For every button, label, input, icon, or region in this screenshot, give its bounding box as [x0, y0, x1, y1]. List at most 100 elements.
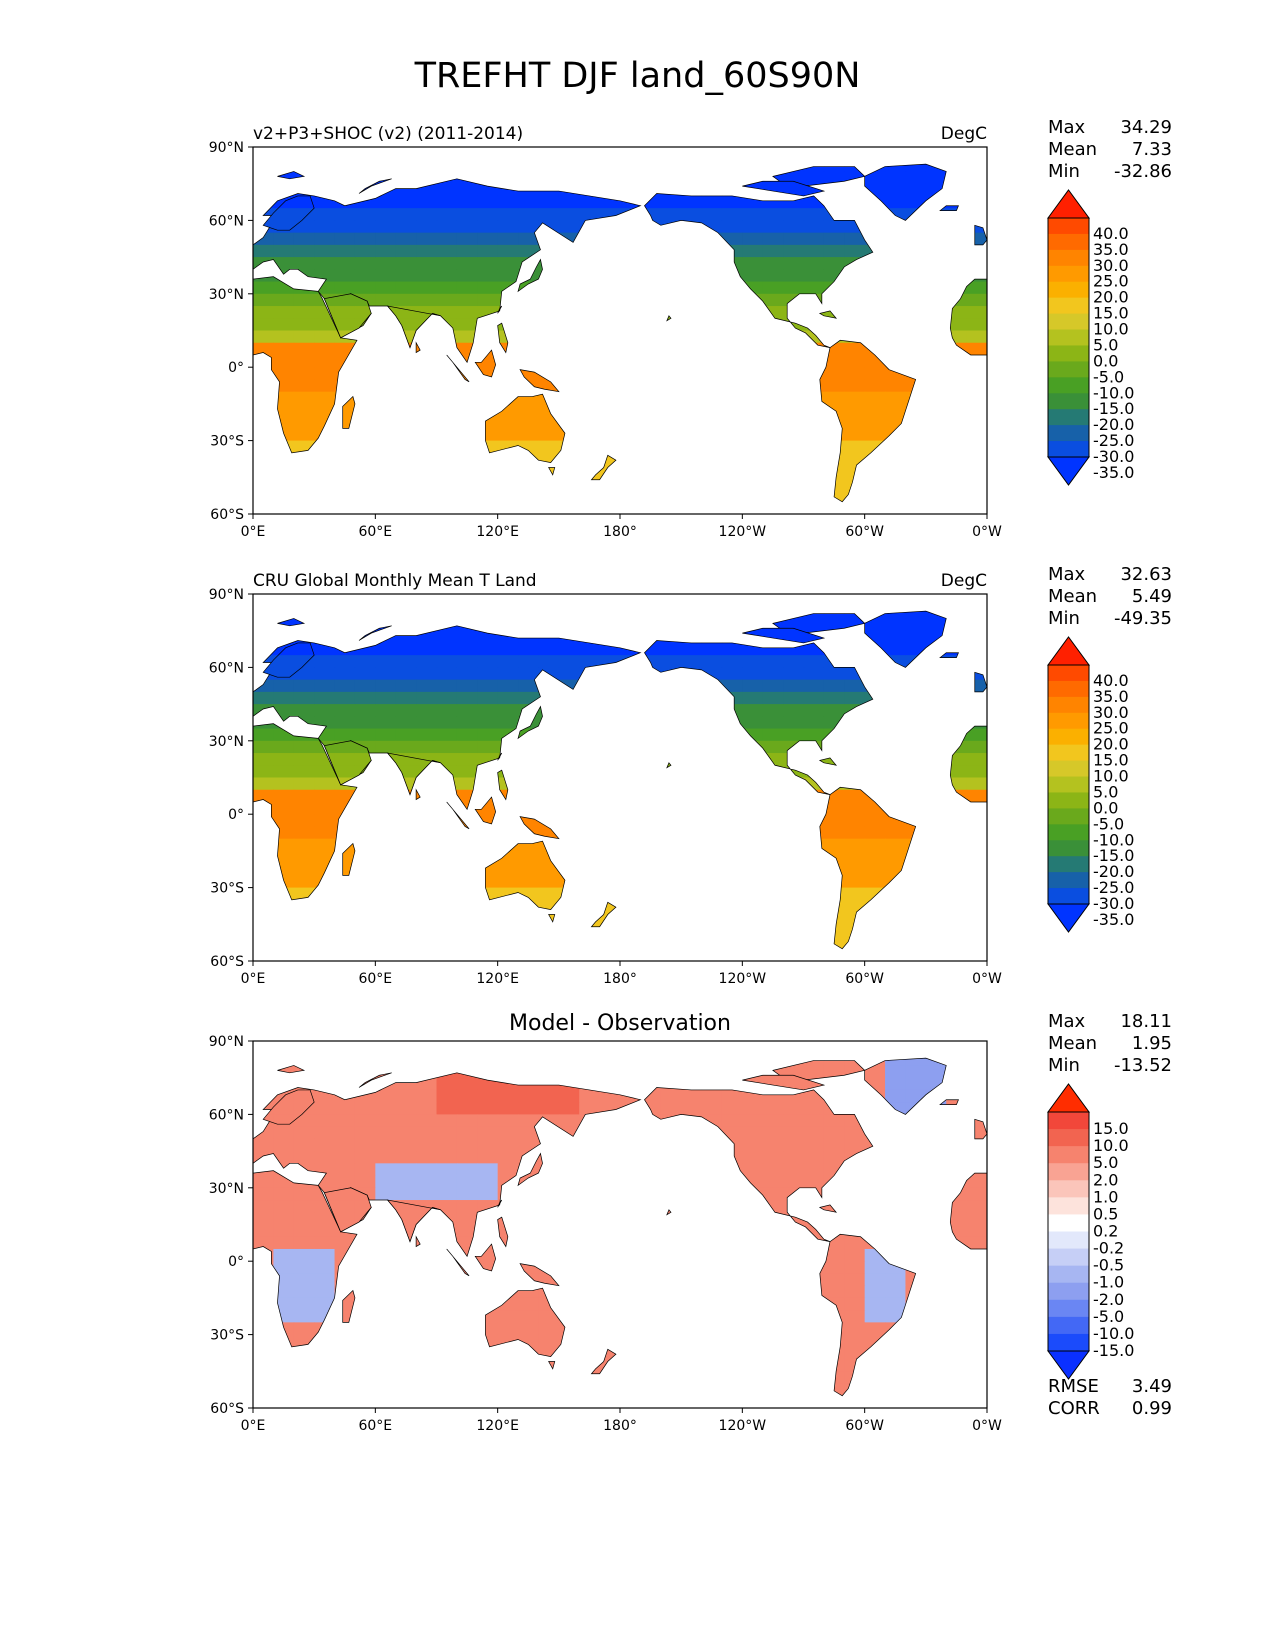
land-cell — [742, 220, 764, 234]
land-cell — [946, 652, 959, 656]
land-cell — [950, 318, 968, 332]
land-cell — [823, 310, 837, 319]
land-cell — [273, 655, 295, 668]
land-cell — [783, 1075, 805, 1079]
land-cell — [905, 1065, 927, 1079]
land-cell — [395, 704, 417, 717]
land-cell — [762, 679, 784, 693]
land-cell — [334, 1126, 356, 1140]
land-cell — [844, 166, 865, 173]
land-cell — [864, 379, 886, 393]
land-cell — [456, 1138, 478, 1152]
land-cell — [966, 789, 987, 802]
land-cell — [497, 208, 519, 221]
colorbar-swatch — [1048, 712, 1089, 730]
coastline-greenland — [864, 610, 947, 668]
colorbar-label: 10.0 — [1093, 767, 1129, 786]
land-cell — [354, 220, 376, 234]
lon-tick-label: 60°E — [358, 971, 392, 987]
land-cell — [293, 171, 304, 179]
land-cell — [823, 613, 845, 620]
colorbar-label: -1.0 — [1093, 1273, 1124, 1292]
land-cell — [477, 1102, 499, 1115]
land-cell — [762, 1151, 784, 1164]
land-cell — [520, 369, 540, 381]
land-cell — [314, 367, 336, 381]
land-cell — [966, 279, 987, 283]
lat-tick-label: 30°N — [209, 734, 244, 750]
land-cell — [375, 1102, 397, 1115]
land-cell — [497, 642, 519, 656]
colorbar-swatch — [1048, 1248, 1089, 1267]
land-cell — [660, 195, 682, 209]
land-cell — [354, 1200, 372, 1213]
land-cell — [518, 428, 540, 442]
land-cell — [681, 208, 703, 221]
land-cell — [864, 391, 886, 405]
land-cell — [783, 628, 805, 632]
land-cell — [293, 379, 315, 393]
land-cell — [783, 1126, 805, 1140]
land-cell — [783, 1163, 805, 1177]
coastline-borneo — [474, 349, 496, 378]
land-cell — [762, 1126, 784, 1140]
stat-value: 34.29 — [1120, 117, 1172, 138]
land-cell — [273, 1200, 295, 1213]
land-cell — [940, 1102, 947, 1105]
colorbar-label: -30.0 — [1093, 894, 1134, 913]
land-cell — [844, 1273, 866, 1287]
land-cell — [334, 667, 356, 681]
land-cell — [334, 765, 356, 779]
land-cell — [783, 704, 805, 717]
colorbar-label: -20.0 — [1093, 862, 1134, 881]
colorbar-swatch — [1048, 1163, 1089, 1181]
land-cell — [864, 618, 886, 632]
land-cell — [966, 1173, 987, 1177]
land-cell — [395, 244, 417, 258]
land-cell — [477, 1126, 499, 1140]
coastline-samerica — [819, 786, 917, 950]
coastline-tasmania — [548, 914, 556, 923]
lon-tick-label: 60°E — [358, 524, 392, 540]
colorbar-swatch — [1048, 313, 1089, 331]
land-cell — [314, 1273, 336, 1287]
land-cell — [314, 1285, 336, 1299]
land-cell — [844, 826, 866, 840]
land-cell — [354, 667, 376, 681]
colorbar-extend-bottom — [1047, 903, 1090, 933]
land-cell — [293, 1151, 315, 1164]
land-cell — [293, 367, 315, 381]
land-cell — [803, 1163, 825, 1177]
land-cell — [456, 1114, 478, 1128]
land-cell — [436, 679, 458, 693]
colorbar-label: 10.0 — [1093, 1136, 1129, 1155]
land-cell — [395, 1126, 417, 1140]
land-cell — [701, 195, 723, 209]
land-cell — [416, 281, 438, 295]
land-cell — [293, 220, 315, 234]
land-cell — [456, 330, 478, 344]
land-cell — [885, 391, 907, 405]
land-cell — [558, 208, 580, 221]
land-cell — [803, 613, 825, 620]
land-cell — [823, 257, 845, 270]
land-cell — [772, 171, 784, 185]
land-cell — [354, 1138, 376, 1152]
land-cell — [905, 611, 927, 620]
lon-tick-label: 180° — [603, 1418, 637, 1434]
colorbar-swatch — [1048, 808, 1089, 825]
land-cell — [966, 777, 987, 791]
land-cell — [273, 208, 295, 221]
land-cell — [416, 1138, 438, 1152]
land-cell — [253, 244, 274, 258]
land-cell — [497, 195, 519, 209]
land-cell — [783, 728, 805, 742]
land-cell — [314, 1126, 336, 1140]
land-cell — [375, 704, 397, 717]
colorbar-label: 15.0 — [1093, 304, 1129, 323]
land-cell — [436, 244, 458, 258]
land-cell — [416, 1187, 438, 1201]
land-cell — [974, 1119, 987, 1128]
land-cell — [497, 269, 519, 283]
land-cell — [273, 1261, 295, 1275]
